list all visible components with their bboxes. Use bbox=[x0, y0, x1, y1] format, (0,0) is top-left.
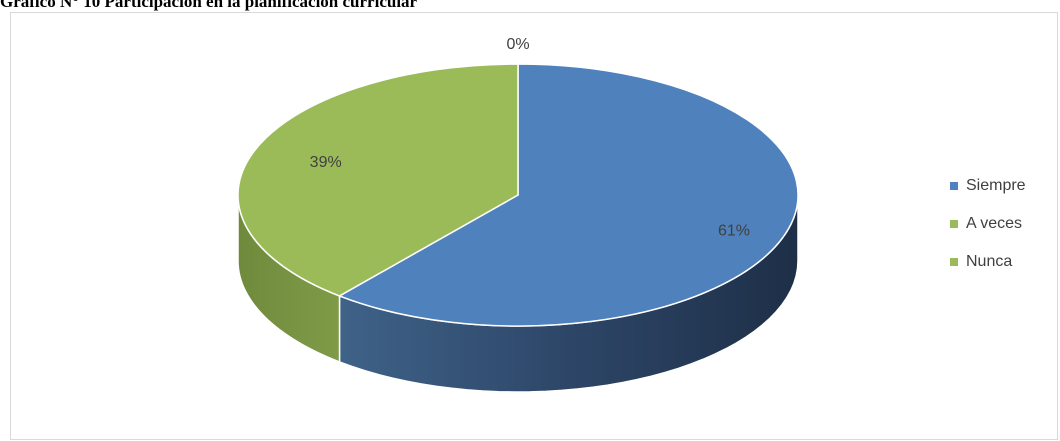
data-label-siempre: 61% bbox=[718, 223, 750, 240]
legend-label-siempre: Siempre bbox=[966, 177, 1026, 194]
chart-title: Gráfico N° 10 Participación en la planif… bbox=[0, 0, 418, 11]
legend-swatch-nunca bbox=[950, 258, 958, 266]
data-label-nunca: 0% bbox=[506, 36, 529, 53]
pie-slice-siempre bbox=[337, 63, 799, 327]
legend-swatch-a-veces bbox=[950, 220, 958, 228]
data-label-a-veces: 39% bbox=[310, 154, 342, 171]
pie-slice-a-veces bbox=[237, 63, 519, 297]
legend-swatch-siempre bbox=[950, 182, 958, 190]
legend-label-a-veces: A veces bbox=[966, 215, 1022, 232]
legend-label-nunca: Nunca bbox=[966, 253, 1012, 270]
